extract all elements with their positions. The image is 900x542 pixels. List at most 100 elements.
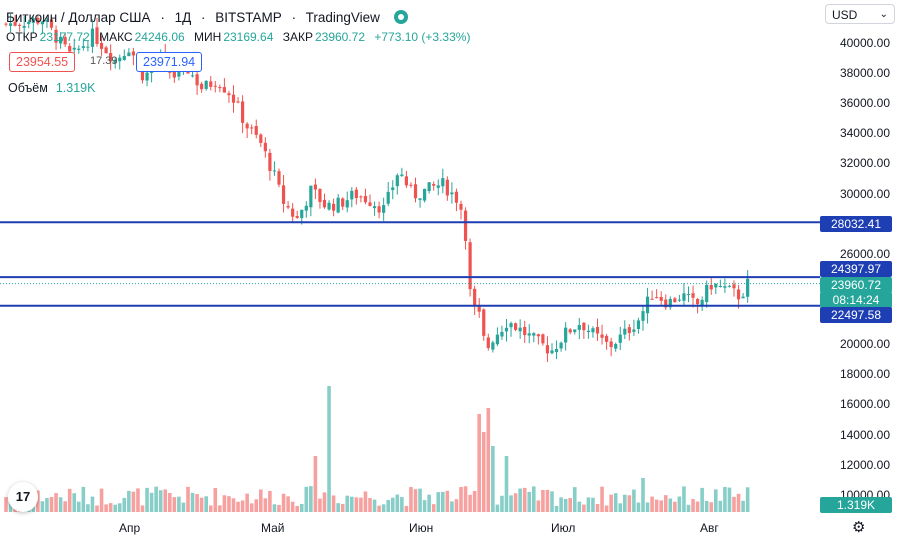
price-tick: 38000.00 bbox=[839, 66, 890, 80]
volume-bar bbox=[277, 504, 281, 512]
tradingview-logo-icon[interactable]: 17 bbox=[8, 482, 38, 512]
candle-body bbox=[432, 184, 436, 186]
candle-body bbox=[222, 87, 226, 93]
candle-body bbox=[131, 51, 135, 56]
candle-body bbox=[686, 294, 691, 296]
volume-bar bbox=[117, 503, 122, 512]
level-tag-middle[interactable]: 24397.97 bbox=[820, 261, 892, 277]
currency-select[interactable]: USD ⌄ bbox=[825, 4, 895, 24]
volume-bar bbox=[568, 498, 572, 512]
volume-bar bbox=[95, 505, 99, 512]
time-tick: Июл bbox=[551, 521, 576, 535]
volume-bar bbox=[350, 496, 354, 512]
volume-bar bbox=[595, 504, 600, 512]
volume-bar bbox=[609, 494, 613, 512]
gear-icon[interactable]: ⚙ bbox=[852, 519, 866, 536]
price-tick: 40000.00 bbox=[839, 36, 890, 50]
candle-body bbox=[409, 184, 413, 186]
candle-body bbox=[577, 324, 581, 330]
volume-bar bbox=[513, 493, 518, 512]
volume-bar bbox=[331, 495, 336, 512]
candle-body bbox=[227, 93, 231, 96]
volume-bar bbox=[199, 497, 204, 512]
volume-bar bbox=[477, 414, 481, 512]
sell-button[interactable]: 23954.55 bbox=[9, 52, 76, 72]
volume-bar bbox=[263, 498, 268, 512]
candle-body bbox=[527, 333, 531, 336]
volume-bar bbox=[145, 487, 149, 512]
volume-bar bbox=[309, 486, 313, 512]
candle-body bbox=[145, 72, 149, 81]
candle-body bbox=[723, 286, 727, 288]
volume-bar bbox=[140, 505, 145, 512]
volume-bar bbox=[327, 386, 331, 512]
volume-bar bbox=[632, 489, 636, 512]
buy-button[interactable]: 23971.94 bbox=[136, 52, 203, 72]
candle-body bbox=[109, 53, 113, 62]
candle-body bbox=[486, 337, 490, 349]
price-tick: 30000.00 bbox=[839, 187, 890, 201]
time-tick: Авг bbox=[700, 521, 719, 535]
volume-bar bbox=[436, 492, 441, 512]
volume-bar bbox=[709, 502, 714, 512]
level-tag-upper[interactable]: 28032.41 bbox=[820, 216, 892, 232]
volume-bar bbox=[486, 408, 491, 512]
level-tag-lower[interactable]: 22497.58 bbox=[820, 307, 892, 323]
candle-body bbox=[309, 185, 313, 208]
volume-bar bbox=[618, 503, 623, 512]
price-tick: 20000.00 bbox=[839, 337, 890, 351]
interval-label[interactable]: 1Д bbox=[174, 10, 192, 25]
volume-label: Объём bbox=[8, 81, 48, 95]
ohlc-values: ОТКР 23177.72 МАКС 24246.06 МИН 23169.64 ЗА… bbox=[6, 30, 476, 44]
volume-bar bbox=[286, 496, 290, 512]
volume-bar bbox=[481, 432, 486, 512]
high-label: МАКС bbox=[99, 30, 133, 44]
volume-bar bbox=[172, 497, 177, 512]
candle-body bbox=[618, 334, 622, 343]
candle-body bbox=[609, 341, 613, 348]
volume-bar bbox=[650, 496, 654, 512]
candle-body bbox=[77, 48, 81, 50]
symbol-title[interactable]: Биткоин / Доллар США · 1Д · BITSTAMP · T… bbox=[6, 8, 414, 25]
volume-bar bbox=[386, 499, 390, 512]
volume-bar bbox=[468, 494, 472, 512]
candle-body bbox=[600, 334, 604, 338]
volume-bars bbox=[4, 386, 750, 512]
open-value: 23177.72 bbox=[39, 30, 90, 44]
volume-bar bbox=[704, 501, 709, 512]
candle-body bbox=[395, 175, 399, 187]
volume-bar bbox=[604, 505, 609, 512]
volume-bar bbox=[354, 497, 359, 512]
volume-bar bbox=[127, 490, 131, 512]
volume-bar bbox=[345, 495, 350, 512]
candle-body bbox=[541, 334, 545, 344]
candle-body bbox=[495, 334, 499, 345]
candle-body bbox=[304, 205, 308, 211]
volume-bar bbox=[454, 499, 459, 512]
candle-body bbox=[281, 185, 286, 204]
volume-bar bbox=[613, 493, 618, 512]
volume-bar bbox=[168, 492, 172, 512]
candle-body bbox=[118, 57, 122, 62]
volume-bar bbox=[231, 498, 236, 512]
market-status-icon[interactable] bbox=[393, 10, 408, 24]
candle-body bbox=[491, 342, 495, 350]
volume-bar bbox=[741, 500, 745, 512]
candle-body bbox=[22, 26, 26, 28]
candle-body bbox=[473, 288, 477, 307]
candle-body bbox=[272, 170, 277, 172]
volume-bar bbox=[659, 500, 663, 512]
volume-bar bbox=[54, 493, 58, 512]
time-tick: Апр bbox=[119, 521, 141, 535]
volume-legend[interactable]: Объём 1.319K bbox=[8, 81, 95, 95]
volume-bar bbox=[623, 494, 627, 512]
currency-label: USD bbox=[832, 8, 858, 22]
candle-body bbox=[682, 293, 686, 301]
candle-body bbox=[532, 333, 536, 336]
candle-body bbox=[40, 21, 44, 25]
candle-body bbox=[573, 329, 577, 333]
candle-body bbox=[86, 46, 90, 48]
candle-body bbox=[54, 29, 58, 43]
volume-bar bbox=[682, 486, 686, 512]
